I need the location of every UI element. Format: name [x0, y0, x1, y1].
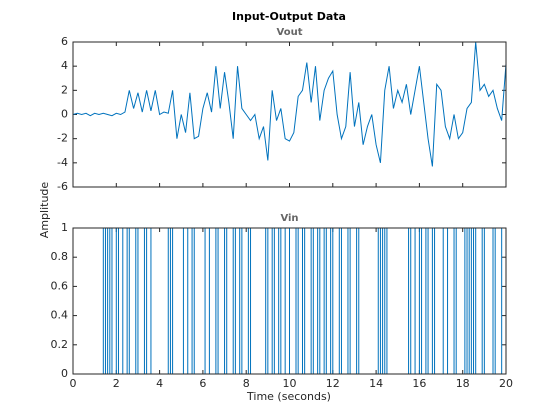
y-tick-label: 0.8: [51, 250, 69, 263]
y-tick-label: 4: [61, 59, 68, 72]
x-tick-label: 6: [199, 377, 206, 390]
data-line: [72, 41, 507, 167]
subplot-title: Vout: [277, 27, 303, 38]
x-tick-label: 18: [456, 377, 470, 390]
y-tick-label: 0: [61, 108, 68, 121]
x-tick-label: 10: [283, 377, 297, 390]
y-axis-label: Amplitude: [38, 182, 51, 239]
y-tick-label: 0: [61, 367, 68, 380]
x-tick-label: 4: [156, 377, 163, 390]
y-tick-label: -6: [57, 180, 68, 193]
y-tick-label: 1: [61, 221, 68, 234]
y-tick-label: -2: [57, 132, 68, 145]
axes-box: [72, 227, 507, 375]
x-tick-label: 2: [113, 377, 120, 390]
y-tick-label: 0.2: [51, 338, 69, 351]
y-tick-label: -4: [57, 156, 68, 169]
y-tick-label: 0.6: [51, 279, 69, 292]
x-tick-label: 12: [326, 377, 340, 390]
axes-box: [72, 41, 507, 188]
x-tick-label: 16: [412, 377, 426, 390]
chart-title: Input-Output Data: [232, 10, 346, 23]
x-axis-label: Time (seconds): [246, 390, 331, 403]
x-tick-label: 20: [499, 377, 513, 390]
y-tick-label: 0.4: [51, 309, 69, 322]
y-tick-label: 6: [61, 35, 68, 48]
subplot-title: Vin: [280, 213, 298, 224]
y-tick-label: 2: [61, 83, 68, 96]
x-tick-label: 8: [243, 377, 250, 390]
x-tick-label: 0: [70, 377, 77, 390]
x-tick-label: 14: [369, 377, 383, 390]
